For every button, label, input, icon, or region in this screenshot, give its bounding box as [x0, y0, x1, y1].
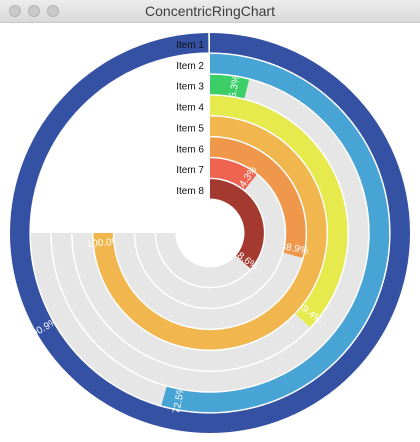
window-title: ConcentricRingChart	[145, 3, 275, 19]
ring-segment-3[interactable]	[210, 74, 250, 99]
ring-segment-1-wrap[interactable]	[10, 33, 209, 233]
item-label-3: Item 3	[176, 82, 204, 93]
item-label-8: Item 8	[176, 186, 204, 197]
item-label-1: Item 1	[176, 40, 204, 51]
center-hole	[177, 200, 243, 266]
value-label-3: 5.3%	[228, 74, 243, 98]
value-label-5: 100.0%	[86, 236, 121, 250]
item-label-7: Item 7	[176, 165, 204, 176]
close-button[interactable]	[9, 5, 21, 17]
concentric-ring-chart: Item 1 90.9% Item 2 72.5% Item 3 5.3% Item 4 49…	[0, 22, 420, 442]
ring-segment-4[interactable]	[210, 95, 348, 328]
value-label-6: 38.9%	[280, 241, 310, 257]
item-label-4: Item 4	[176, 103, 204, 114]
item-label-5: Item 5	[176, 123, 204, 134]
ring-segment-8[interactable]	[210, 179, 264, 269]
item-label-6: Item 6	[176, 144, 204, 155]
minimize-button[interactable]	[28, 5, 40, 17]
chart-svg: Item 190.9%Item 272.5%Item 3 5.3%Item 449…	[10, 33, 410, 433]
item-label-2: Item 2	[176, 61, 204, 72]
ring-segment-7[interactable]	[210, 158, 257, 190]
zoom-button[interactable]	[47, 5, 59, 17]
value-label-2: 72.5%	[171, 385, 187, 415]
title-bar: ConcentricRingChart	[0, 0, 420, 23]
ring-segment-6[interactable]	[210, 137, 306, 258]
